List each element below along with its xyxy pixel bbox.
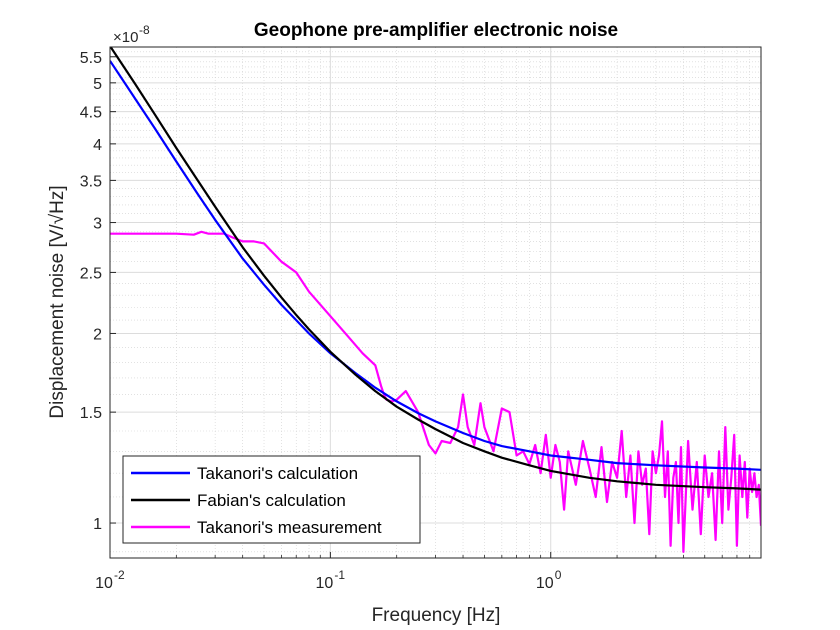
y-tick-label: 4 [93, 137, 102, 154]
y-tick-labels: 1 1.5 2 2.5 3 3.5 4 4.5 5 5.5 [80, 50, 102, 533]
legend: Takanori's calculation Fabian's calculati… [122, 455, 421, 544]
legend-label: Takanori's calculation [197, 464, 358, 483]
series-layer [110, 47, 761, 554]
y-tick-label: 2 [93, 326, 102, 343]
fabian-calculation-line [110, 47, 761, 491]
x-tick-labels: 10 -2 10 -1 10 0 [95, 568, 562, 592]
x-axis-label: Frequency [Hz] [372, 605, 501, 626]
x-tick-label: 10 -1 [315, 568, 345, 592]
x-tick-label: 10 0 [536, 568, 562, 592]
y-axis-label: Displacement noise [V/√Hz] [47, 185, 68, 418]
y-tick-label: 1.5 [80, 405, 102, 422]
legend-items: Takanori's calculation Fabian's calculati… [131, 464, 382, 537]
y-tick-label: 2.5 [80, 265, 102, 282]
legend-label: Fabian's calculation [197, 491, 346, 510]
chart-title: Geophone pre-amplifier electronic noise [254, 20, 618, 41]
x-tick-label-base: 10 [315, 575, 333, 592]
legend-label: Takanori's measurement [197, 518, 382, 537]
takanori-measurement-line [110, 230, 761, 554]
legend-box [122, 455, 421, 544]
y-tick-label: 5.5 [80, 50, 102, 67]
legend-item-fabian-calculation: Fabian's calculation [131, 491, 346, 510]
x-tick-label-power: -1 [334, 568, 345, 582]
x-tick-label-power: -2 [114, 568, 125, 582]
y-tick-label: 3.5 [80, 173, 102, 190]
x-tick-label-base: 10 [95, 575, 113, 592]
takanori-calculation-line [110, 60, 761, 471]
y-tick-label: 5 [93, 76, 102, 93]
x-tick-label-base: 10 [536, 575, 554, 592]
legend-item-takanori-calculation: Takanori's calculation [131, 464, 358, 483]
x-tick-label-power: 0 [555, 568, 562, 582]
y-tick-label: 4.5 [80, 105, 102, 122]
y-exponent-power: -8 [139, 23, 150, 37]
y-exponent-base: ×10 [113, 29, 138, 46]
x-tick-label: 10 -2 [95, 568, 125, 592]
legend-item-takanori-measurement: Takanori's measurement [131, 518, 382, 537]
y-exponent: ×10 -8 [113, 23, 150, 46]
ticks [109, 56, 762, 558]
y-tick-label: 1 [93, 516, 102, 533]
y-tick-label: 3 [93, 216, 102, 233]
